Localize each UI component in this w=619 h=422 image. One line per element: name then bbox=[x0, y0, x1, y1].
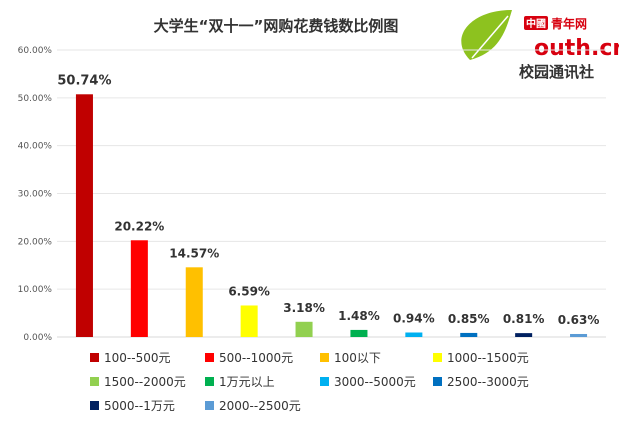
legend-label-7: 3000--5000元 bbox=[334, 375, 416, 389]
legend-label-5: 1500--2000元 bbox=[104, 375, 186, 389]
data-label-1: 50.74% bbox=[57, 73, 111, 88]
legend-label-2: 500--1000元 bbox=[219, 351, 293, 365]
data-label-6: 1.48% bbox=[338, 309, 380, 323]
legend-swatch-10 bbox=[205, 401, 214, 410]
bar-6 bbox=[350, 329, 368, 337]
y-tick-label: 40.00% bbox=[18, 142, 53, 152]
data-label-2: 20.22% bbox=[114, 219, 164, 233]
data-label-7: 0.94% bbox=[393, 312, 435, 326]
legend-swatch-8 bbox=[433, 377, 442, 386]
logo-name-text: 青年网 bbox=[551, 16, 587, 31]
y-tick-label: 20.00% bbox=[18, 237, 53, 247]
legend-label-8: 2500--3000元 bbox=[447, 375, 529, 389]
legend-swatch-1 bbox=[90, 353, 99, 362]
legend-swatch-3 bbox=[320, 353, 329, 362]
legend-swatch-6 bbox=[205, 377, 214, 386]
logo-brand-text: 中國 bbox=[526, 17, 546, 30]
data-labels: 50.74% 20.22% 14.57% 6.59% 3.18% 1.48% 0.94% 0.… bbox=[57, 73, 599, 327]
y-tick-label: 60.00% bbox=[18, 46, 53, 56]
bar-4 bbox=[240, 305, 258, 337]
data-label-5: 3.18% bbox=[283, 301, 325, 315]
bar-3 bbox=[185, 267, 203, 337]
y-tick-label: 10.00% bbox=[18, 285, 53, 295]
y-axis: 0.00% 10.00% 20.00% 30.00% 40.00% 50.00% 60.00… bbox=[18, 46, 53, 343]
legend-label-3: 100以下 bbox=[334, 351, 381, 365]
logo-brand-badge bbox=[524, 16, 548, 30]
legend-swatch-7 bbox=[320, 377, 329, 386]
bar-5 bbox=[295, 321, 313, 337]
legend-label-4: 1000--1500元 bbox=[447, 351, 529, 365]
legend-label-6: 1万元以上 bbox=[219, 375, 275, 389]
legend: 100--500元 500--1000元 100以下 1000--1500元 1500-… bbox=[90, 351, 529, 413]
legend-swatch-4 bbox=[433, 353, 442, 362]
legend-swatch-9 bbox=[90, 401, 99, 410]
logo: 中國 青年网 outh.cn 校园通讯社 bbox=[461, 10, 619, 81]
bar-7 bbox=[405, 332, 423, 337]
logo-url-text: outh.cn bbox=[534, 36, 619, 61]
bar-2 bbox=[130, 240, 148, 337]
legend-label-9: 5000--1万元 bbox=[104, 399, 175, 413]
bar-10 bbox=[570, 333, 588, 337]
legend-label-1: 100--500元 bbox=[104, 351, 170, 365]
y-tick-label: 30.00% bbox=[18, 190, 53, 200]
leaf-stem-icon bbox=[471, 15, 509, 59]
chart-title: 大学生“双十一”网购花费钱数比例图 bbox=[154, 17, 399, 35]
bar-8 bbox=[460, 332, 478, 337]
logo-subtitle-text: 校园通讯社 bbox=[519, 63, 594, 81]
y-tick-label: 0.00% bbox=[23, 333, 52, 343]
data-label-10: 0.63% bbox=[558, 313, 600, 327]
gridlines bbox=[57, 49, 606, 290]
legend-swatch-2 bbox=[205, 353, 214, 362]
leaf-logo-icon bbox=[461, 10, 512, 60]
data-label-3: 14.57% bbox=[169, 246, 219, 260]
data-label-4: 6.59% bbox=[228, 284, 270, 298]
legend-label-10: 2000--2500元 bbox=[219, 399, 301, 413]
bars bbox=[75, 94, 588, 337]
bar-9 bbox=[515, 333, 533, 337]
data-label-8: 0.85% bbox=[448, 312, 490, 326]
legend-swatch-5 bbox=[90, 377, 99, 386]
bar-1 bbox=[75, 94, 93, 337]
data-label-9: 0.81% bbox=[503, 312, 545, 326]
y-tick-label: 50.00% bbox=[18, 94, 53, 104]
